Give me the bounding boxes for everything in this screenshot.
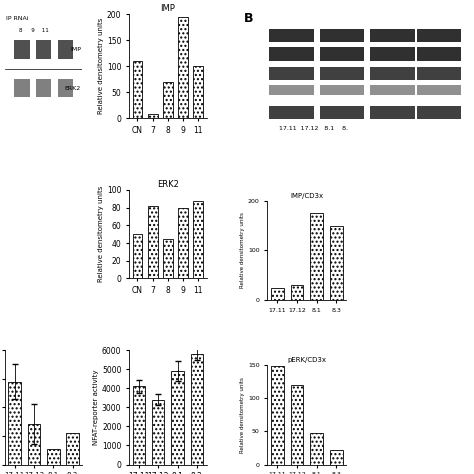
Title: IMP/CD3x: IMP/CD3x [291, 193, 323, 199]
FancyBboxPatch shape [269, 67, 314, 80]
Bar [191, 354, 203, 465]
Text: B: B [244, 12, 254, 25]
FancyBboxPatch shape [269, 29, 314, 42]
Bar [310, 433, 323, 465]
Bar [310, 213, 323, 301]
Text: 8     9    11: 8 9 11 [18, 28, 48, 33]
FancyBboxPatch shape [320, 85, 364, 95]
FancyBboxPatch shape [36, 40, 51, 59]
Bar [178, 17, 188, 118]
FancyBboxPatch shape [370, 47, 415, 61]
Title: pERK/CD3x: pERK/CD3x [287, 357, 327, 363]
Y-axis label: Relative densitometry units: Relative densitometry units [240, 212, 245, 288]
Bar [291, 385, 303, 465]
Bar [66, 433, 79, 465]
FancyBboxPatch shape [370, 29, 415, 42]
Text: 17.11  17.12   8.1    8.: 17.11 17.12 8.1 8. [279, 127, 348, 131]
Bar [163, 238, 173, 278]
FancyBboxPatch shape [320, 47, 364, 61]
Y-axis label: Relative densitometry units: Relative densitometry units [240, 377, 245, 453]
Bar [171, 371, 184, 465]
Bar [330, 226, 343, 301]
FancyBboxPatch shape [320, 67, 364, 80]
Bar [27, 424, 40, 465]
FancyBboxPatch shape [417, 85, 461, 95]
Bar [152, 400, 164, 465]
Bar [148, 206, 158, 278]
Bar [291, 285, 303, 301]
FancyBboxPatch shape [14, 79, 29, 98]
Title: ERK2: ERK2 [157, 180, 179, 189]
FancyBboxPatch shape [417, 29, 461, 42]
Y-axis label: Relative densitometry units: Relative densitometry units [98, 18, 104, 114]
FancyBboxPatch shape [14, 40, 29, 59]
Bar [8, 382, 21, 465]
Text: ERK2: ERK2 [64, 86, 81, 91]
Bar [163, 82, 173, 118]
FancyBboxPatch shape [269, 47, 314, 61]
Bar [271, 366, 284, 465]
FancyBboxPatch shape [57, 40, 73, 59]
Y-axis label: NFAT-reporter activity: NFAT-reporter activity [93, 370, 99, 445]
FancyBboxPatch shape [269, 85, 314, 95]
FancyBboxPatch shape [417, 106, 461, 119]
FancyBboxPatch shape [320, 106, 364, 119]
Text: IP RNAi: IP RNAi [6, 16, 29, 21]
Title: IMP: IMP [160, 4, 175, 13]
FancyBboxPatch shape [269, 106, 314, 119]
Text: IMP: IMP [70, 47, 81, 52]
FancyBboxPatch shape [320, 29, 364, 42]
FancyBboxPatch shape [417, 47, 461, 61]
Bar [133, 234, 142, 278]
Bar [148, 114, 158, 118]
FancyBboxPatch shape [370, 106, 415, 119]
Bar [133, 386, 145, 465]
FancyBboxPatch shape [370, 67, 415, 80]
Bar [47, 449, 60, 465]
FancyBboxPatch shape [57, 79, 73, 98]
Bar [271, 288, 284, 301]
Y-axis label: Relative densitometry units: Relative densitometry units [98, 186, 104, 283]
FancyBboxPatch shape [370, 85, 415, 95]
Bar [330, 450, 343, 465]
FancyBboxPatch shape [36, 79, 51, 98]
Bar [133, 61, 142, 118]
Bar [193, 201, 203, 278]
Bar [193, 66, 203, 118]
Bar [178, 208, 188, 278]
FancyBboxPatch shape [417, 67, 461, 80]
